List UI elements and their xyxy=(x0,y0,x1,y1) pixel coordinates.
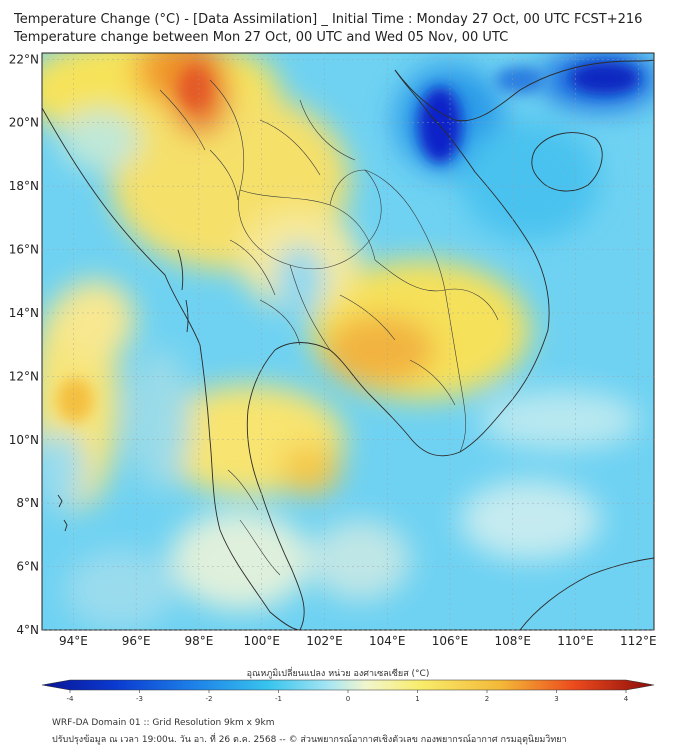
colorbar-title: อุณหภูมิเปลี่ยนแปลง หน่วย องศาเซลเซียส (… xyxy=(246,669,430,679)
lat-label: 14°N xyxy=(9,306,39,320)
lat-label: 6°N xyxy=(16,560,39,574)
colorbar-tick-label: 4 xyxy=(624,695,629,703)
lon-label: 96°E xyxy=(122,634,151,648)
colorbar-tick-label: 3 xyxy=(554,695,558,703)
lon-label: 108°E xyxy=(495,634,532,648)
lat-label: 22°N xyxy=(9,52,39,66)
colorbar: -4 -3 -2 -1 0 1 2 3 4 xyxy=(41,679,655,703)
colorbar-tick-label: -3 xyxy=(136,695,143,703)
lon-label: 112°E xyxy=(620,634,657,648)
graticule xyxy=(42,53,654,631)
lon-label: 102°E xyxy=(306,634,343,648)
colorbar-tick-label: -2 xyxy=(206,695,213,703)
latitude-labels: 22°N 20°N 18°N 16°N 14°N 12°N 10°N 8°N 6°N 4°N xyxy=(9,52,39,637)
lat-label: 10°N xyxy=(9,433,39,447)
colorbar-gradient xyxy=(41,679,655,691)
lon-label: 98°E xyxy=(184,634,213,648)
lat-label: 4°N xyxy=(16,623,39,637)
lon-label: 104°E xyxy=(369,634,406,648)
map-title-line1: Temperature Change (°C) - [Data Assimila… xyxy=(14,12,643,27)
temperature-field xyxy=(42,53,654,630)
lon-label: 100°E xyxy=(243,634,280,648)
colorbar-tick-label: -4 xyxy=(67,695,75,703)
colorbar-tick-label: 0 xyxy=(346,695,350,703)
colorbar-tick-label: -1 xyxy=(275,695,282,703)
footer-model-info: WRF-DA Domain 01 :: Grid Resolution 9km … xyxy=(52,718,275,728)
map-title-line2: Temperature change between Mon 27 Oct, 0… xyxy=(14,30,509,45)
lat-label: 16°N xyxy=(9,243,39,257)
coastlines xyxy=(42,59,654,630)
temperature-change-map: 22°N 20°N 18°N 16°N 14°N 12°N 10°N 8°N 6°N 4°N 94… xyxy=(9,52,657,648)
lat-label: 12°N xyxy=(9,369,39,383)
lat-label: 8°N xyxy=(16,496,39,510)
colorbar-tick-label: 2 xyxy=(485,695,489,703)
lon-label: 106°E xyxy=(432,634,469,648)
lon-label: 94°E xyxy=(59,634,88,648)
footer-credit: ปรับปรุงข้อมูล ณ เวลา 19:00น. วัน อา. ที… xyxy=(52,735,567,745)
colorbar-ticks: -4 -3 -2 -1 0 1 2 3 4 xyxy=(67,690,629,703)
longitude-labels: 94°E 96°E 98°E 100°E 102°E 104°E 106°E 108°E 110… xyxy=(59,634,657,648)
lat-label: 18°N xyxy=(9,179,39,193)
lat-label: 20°N xyxy=(9,116,39,130)
provincial-borders xyxy=(159,79,499,576)
lon-label: 110°E xyxy=(557,634,594,648)
colorbar-tick-label: 1 xyxy=(415,695,419,703)
